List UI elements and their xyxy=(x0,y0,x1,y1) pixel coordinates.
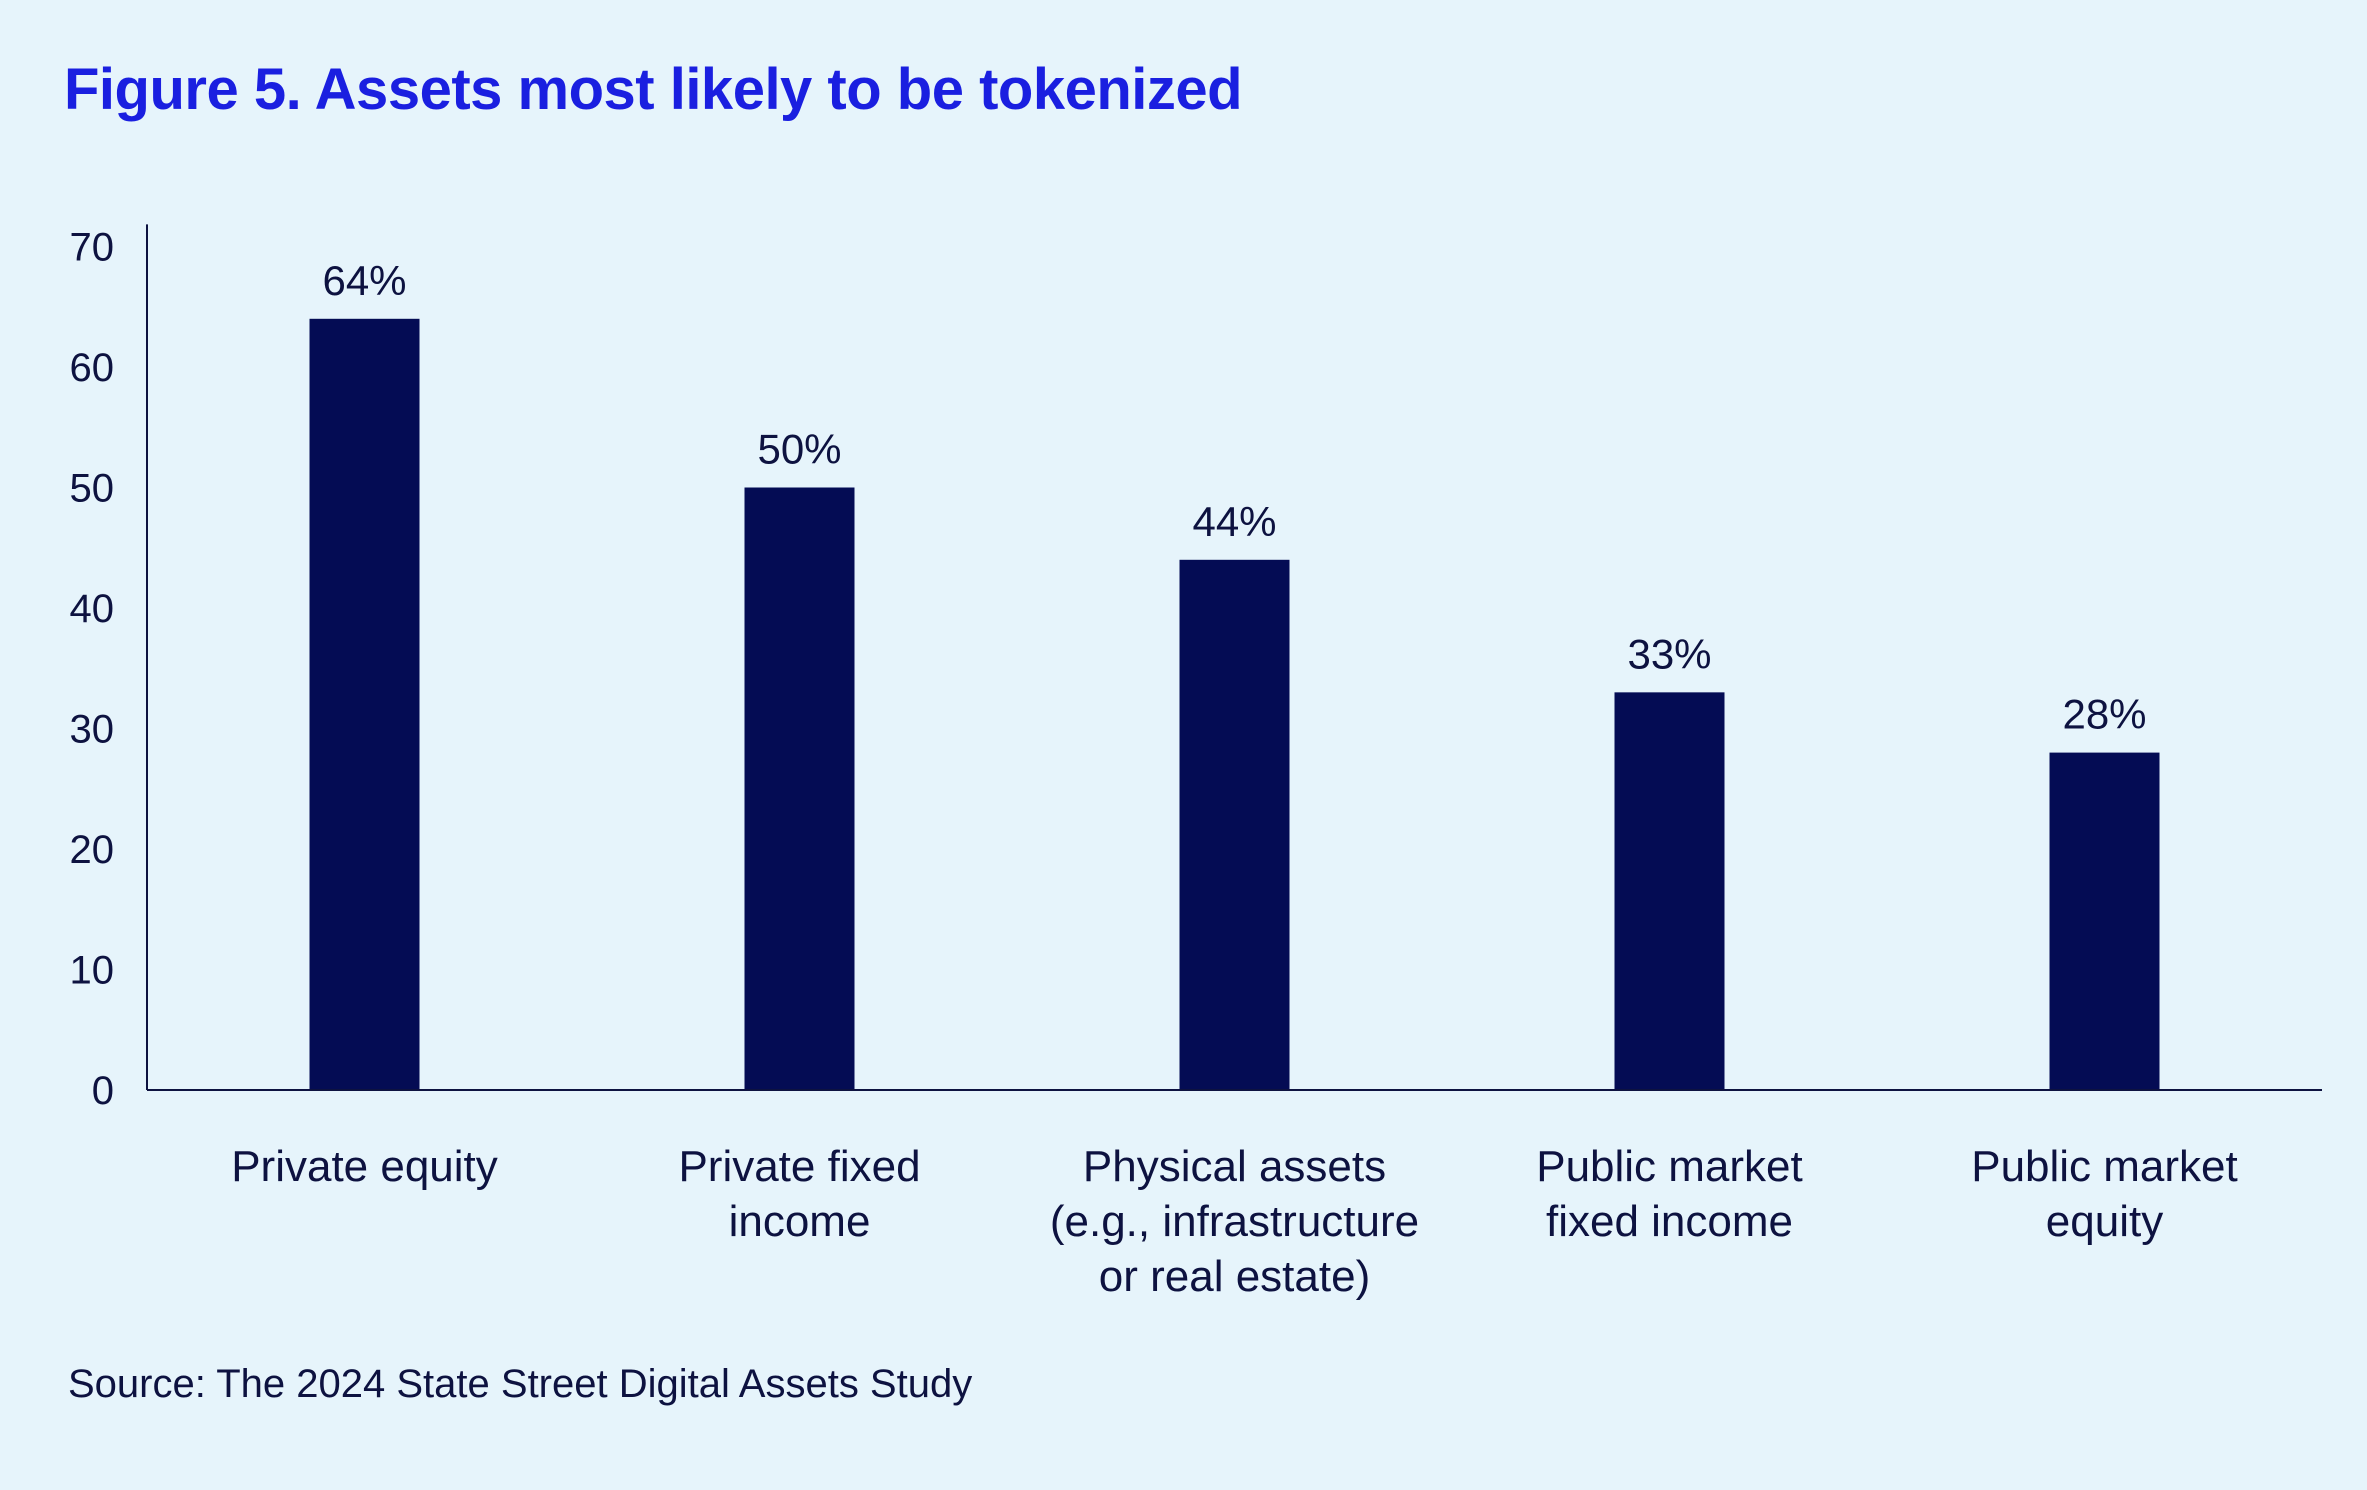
category-label: (e.g., infrastructure xyxy=(1050,1197,1419,1246)
category-label: fixed income xyxy=(1546,1197,1793,1246)
x-axis-categories: Private equity Private fixed income Physica… xyxy=(231,1142,2238,1301)
chart-title: Figure 5. Assets most likely to be token… xyxy=(64,57,1243,122)
category-label: Private fixed xyxy=(678,1142,920,1191)
y-tick-label: 30 xyxy=(70,708,115,752)
category-label: or real estate) xyxy=(1099,1252,1370,1301)
data-label: 64% xyxy=(322,257,406,304)
y-tick-label: 0 xyxy=(92,1069,114,1113)
labels-layer: 64% 50% 44% 33% 28% xyxy=(322,257,2146,738)
category-label: Physical assets xyxy=(1083,1142,1386,1191)
category-label: Private equity xyxy=(231,1142,498,1191)
category-label: Public market xyxy=(1971,1142,2238,1191)
category-label: Public market xyxy=(1536,1142,1803,1191)
category-label: equity xyxy=(2046,1197,2163,1246)
source-note: Source: The 2024 State Street Digital As… xyxy=(68,1362,973,1406)
y-tick-label: 20 xyxy=(70,828,115,872)
bar xyxy=(1614,692,1725,1090)
y-tick-label: 50 xyxy=(70,467,115,511)
data-label: 28% xyxy=(2062,691,2146,738)
y-axis-ticks: 0 10 20 30 40 50 60 70 xyxy=(70,226,115,1114)
data-label: 50% xyxy=(757,426,841,473)
y-tick-label: 40 xyxy=(70,587,115,631)
data-label: 33% xyxy=(1627,630,1711,677)
bar xyxy=(744,487,855,1090)
y-tick-label: 70 xyxy=(70,226,115,270)
bar xyxy=(2049,752,2160,1090)
data-label: 44% xyxy=(1192,498,1276,545)
bars-layer xyxy=(309,318,2160,1090)
y-tick-label: 60 xyxy=(70,346,115,390)
bar xyxy=(309,318,420,1090)
bar xyxy=(1179,559,1290,1090)
category-label: income xyxy=(729,1197,871,1246)
y-tick-label: 10 xyxy=(70,949,115,993)
